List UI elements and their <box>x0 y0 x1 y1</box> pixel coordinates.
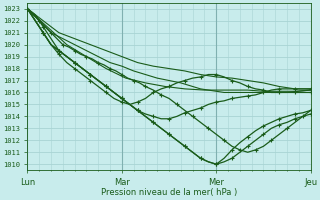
X-axis label: Pression niveau de la mer( hPa ): Pression niveau de la mer( hPa ) <box>101 188 237 197</box>
